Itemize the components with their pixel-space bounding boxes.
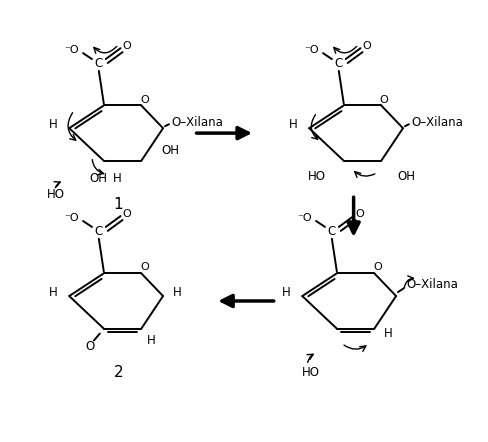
Text: H: H (282, 286, 290, 299)
Text: OH: OH (90, 172, 108, 185)
Text: O: O (140, 263, 148, 272)
Text: O: O (85, 340, 94, 353)
Text: H: H (49, 118, 58, 131)
Text: H: H (49, 286, 58, 299)
Text: ⁻O: ⁻O (303, 45, 318, 55)
Text: OH: OH (161, 145, 179, 157)
Text: O–Xilana: O–Xilana (171, 116, 223, 129)
Text: ⁻O: ⁻O (64, 213, 79, 223)
Text: 2: 2 (114, 365, 123, 380)
Text: H: H (288, 118, 297, 131)
Text: O: O (361, 41, 370, 51)
Text: HO: HO (46, 188, 64, 201)
Text: HO: HO (307, 170, 325, 183)
Text: C: C (327, 225, 335, 238)
Text: O: O (379, 95, 388, 105)
Text: O: O (122, 41, 131, 51)
Text: H: H (146, 334, 155, 347)
Text: 1: 1 (114, 197, 123, 212)
Text: HO: HO (302, 366, 320, 379)
Text: C: C (334, 57, 342, 70)
Text: C: C (95, 57, 103, 70)
Text: H: H (383, 327, 392, 340)
Text: O–Xilana: O–Xilana (410, 116, 462, 129)
Text: ⁻O: ⁻O (296, 213, 311, 223)
Text: ⁻O: ⁻O (64, 45, 79, 55)
Text: O–Xilana: O–Xilana (405, 278, 457, 291)
Text: O: O (372, 263, 381, 272)
Text: O: O (140, 95, 148, 105)
Text: C: C (95, 225, 103, 238)
Text: H: H (113, 172, 122, 185)
Text: H: H (172, 286, 181, 299)
Text: O: O (354, 209, 363, 219)
Text: O: O (122, 209, 131, 219)
Text: OH: OH (396, 170, 414, 183)
